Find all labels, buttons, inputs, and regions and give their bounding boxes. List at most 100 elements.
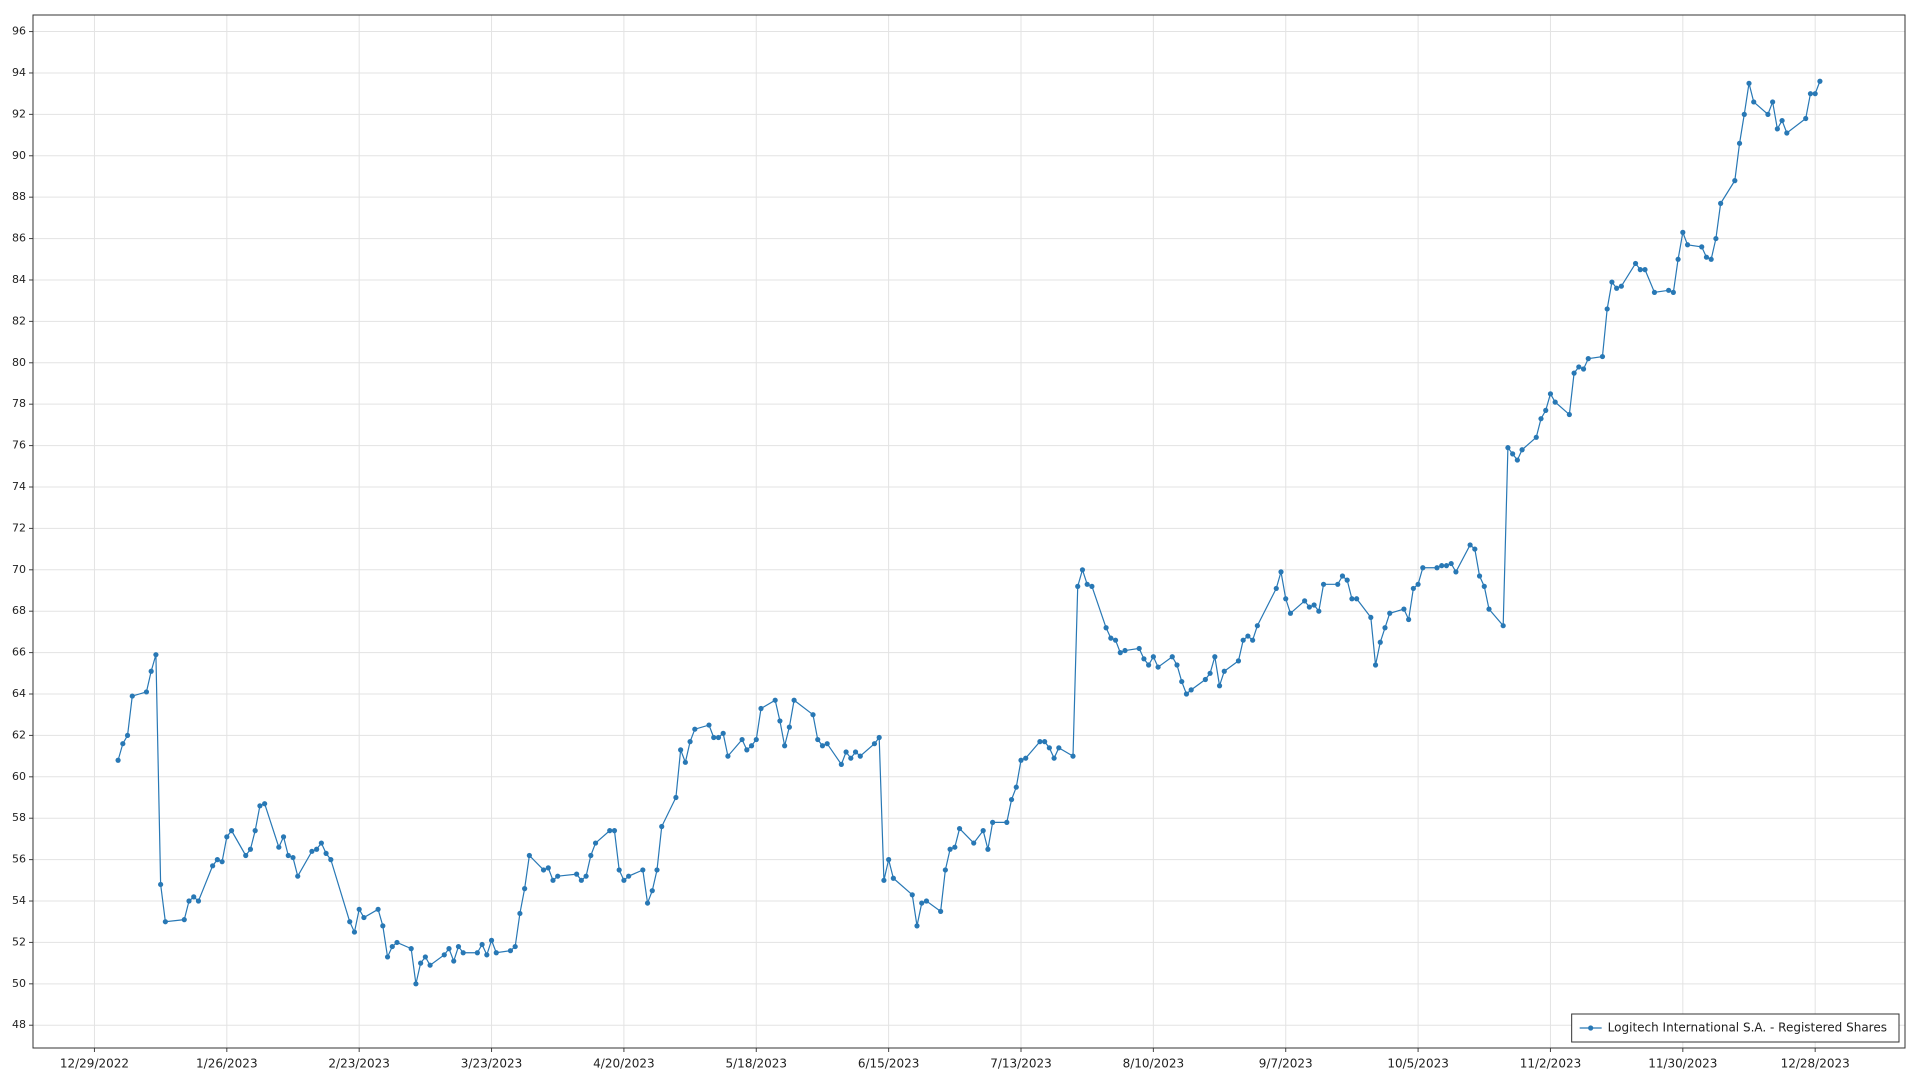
y-tick-label: 52 xyxy=(12,935,26,948)
data-point xyxy=(791,697,797,703)
data-point xyxy=(644,900,651,906)
data-point xyxy=(592,840,599,846)
data-point xyxy=(455,943,462,950)
data-point xyxy=(607,828,613,834)
data-point xyxy=(228,828,235,834)
series-line xyxy=(117,81,1821,984)
data-point xyxy=(1089,583,1095,589)
data-point xyxy=(243,852,249,859)
data-point xyxy=(1202,676,1208,683)
data-point xyxy=(881,877,887,883)
data-point xyxy=(276,844,282,850)
x-tick-label: 6/15/2023 xyxy=(858,1057,920,1071)
y-tick-label: 96 xyxy=(12,25,26,38)
data-point xyxy=(1420,565,1426,571)
data-point xyxy=(1278,569,1284,575)
data-point xyxy=(1666,287,1672,293)
y-tick-label: 48 xyxy=(12,1018,26,1031)
data-point xyxy=(1287,610,1294,616)
data-point xyxy=(1510,451,1516,457)
data-point xyxy=(1117,650,1123,656)
data-point xyxy=(1056,745,1062,751)
x-tick-label: 12/28/2023 xyxy=(1781,1057,1850,1071)
data-point xyxy=(1453,569,1459,575)
data-point xyxy=(588,852,594,859)
data-point xyxy=(347,919,353,925)
data-point xyxy=(1514,457,1520,463)
data-point xyxy=(744,747,750,753)
data-point xyxy=(1552,399,1558,405)
data-point xyxy=(876,734,882,741)
legend-box xyxy=(1571,1013,1900,1043)
data-point xyxy=(990,819,996,825)
data-point xyxy=(1500,623,1506,629)
data-point xyxy=(1254,623,1260,629)
data-point xyxy=(1599,353,1606,360)
y-tick-label: 90 xyxy=(12,149,26,162)
data-point xyxy=(451,958,457,964)
data-point xyxy=(252,828,258,834)
data-point xyxy=(1084,581,1090,587)
data-point xyxy=(909,892,915,898)
data-point xyxy=(1505,445,1511,451)
data-point xyxy=(555,873,561,879)
data-point xyxy=(1283,596,1289,602)
data-point xyxy=(1169,654,1175,660)
data-point xyxy=(408,946,414,952)
data-point xyxy=(715,734,722,741)
data-point xyxy=(394,939,400,946)
data-point xyxy=(413,981,419,987)
data-point xyxy=(214,857,220,863)
data-point xyxy=(418,960,424,966)
data-point xyxy=(1533,434,1539,440)
data-point xyxy=(493,950,499,956)
data-point xyxy=(1699,244,1705,250)
data-point xyxy=(1576,364,1582,370)
x-tick-label: 9/7/2023 xyxy=(1259,1057,1313,1071)
data-point xyxy=(1103,625,1109,631)
x-tick-label: 11/30/2023 xyxy=(1648,1057,1717,1071)
data-point xyxy=(1235,658,1242,664)
data-point xyxy=(512,943,518,950)
data-point xyxy=(692,726,698,732)
data-point xyxy=(890,875,896,881)
data-point xyxy=(323,850,329,857)
data-point xyxy=(938,908,944,914)
data-point xyxy=(1443,563,1450,569)
data-point xyxy=(124,732,131,739)
data-point xyxy=(290,854,296,861)
data-point xyxy=(545,865,551,871)
data-point xyxy=(956,825,963,832)
data-point xyxy=(1354,596,1360,602)
y-tick-label: 84 xyxy=(12,273,26,286)
data-point xyxy=(1571,370,1577,376)
data-point xyxy=(772,697,778,703)
data-point xyxy=(129,693,135,699)
data-point xyxy=(1183,691,1190,697)
data-point xyxy=(649,888,655,894)
data-point xyxy=(1618,283,1624,289)
data-point xyxy=(384,954,391,960)
data-point xyxy=(1245,633,1251,639)
data-point xyxy=(195,898,202,904)
data-point xyxy=(1803,115,1809,122)
data-point xyxy=(1368,614,1374,621)
data-point xyxy=(1718,200,1724,206)
data-point xyxy=(1207,670,1213,676)
data-point xyxy=(1311,602,1317,608)
data-point xyxy=(1320,581,1327,587)
x-tick-label: 11/2/2023 xyxy=(1520,1057,1582,1071)
data-point xyxy=(848,755,854,761)
data-point xyxy=(1079,567,1086,573)
y-tick-label: 72 xyxy=(12,521,26,534)
data-point xyxy=(1174,662,1180,668)
data-point xyxy=(1439,563,1445,569)
data-point xyxy=(351,929,358,935)
x-tick-label: 4/20/2023 xyxy=(593,1057,655,1071)
data-point xyxy=(441,952,447,958)
data-point xyxy=(1670,289,1676,295)
data-point xyxy=(1221,668,1227,674)
data-point xyxy=(158,881,164,888)
data-point xyxy=(507,948,514,954)
data-point xyxy=(517,910,523,917)
